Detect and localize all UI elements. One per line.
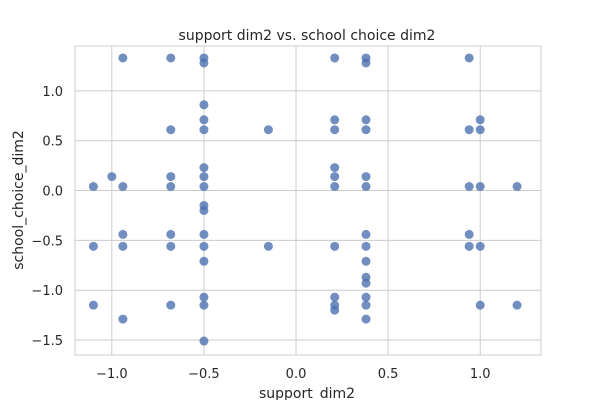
x-tick-labels: −1.0 −0.5 0.0 0.5 1.0 [96, 367, 491, 382]
data-point [199, 125, 209, 135]
plot-frame [74, 45, 542, 356]
data-point [199, 58, 209, 68]
data-point [199, 292, 209, 302]
data-point [464, 182, 474, 192]
data-point [361, 300, 371, 310]
x-axis-label: support_dim2 [259, 386, 355, 400]
data-point [166, 125, 176, 135]
data-point [475, 125, 485, 135]
data-point [199, 163, 209, 173]
data-point [118, 182, 128, 192]
data-point [330, 292, 340, 302]
data-point [330, 125, 340, 135]
y-tick-labels: −1.5 −1.0 −0.5 0.0 0.5 1.0 [31, 85, 63, 349]
data-point [107, 172, 117, 182]
data-point [166, 241, 176, 251]
data-point [512, 182, 522, 192]
x-tick-label: 0.0 [286, 367, 307, 382]
data-point [512, 300, 522, 310]
data-point [330, 53, 340, 63]
data-point [199, 115, 209, 125]
data-point [330, 182, 340, 192]
data-point [475, 241, 485, 251]
y-tick-label: −0.5 [31, 234, 63, 249]
data-point [330, 115, 340, 125]
data-point [330, 305, 340, 315]
data-point [361, 125, 371, 135]
x-tick-label: 0.5 [378, 367, 399, 382]
data-point [88, 241, 98, 251]
y-axis-label: school_choice_dim2 [11, 130, 27, 270]
y-tick-label: 0.0 [42, 185, 63, 200]
data-point [475, 182, 485, 192]
y-tick-label: 0.5 [42, 135, 63, 150]
x-tick-label: −0.5 [188, 367, 220, 382]
data-point [330, 163, 340, 173]
data-point [361, 172, 371, 182]
y-tick-label: −1.5 [31, 334, 63, 349]
grid [75, 46, 541, 355]
data-point [118, 53, 128, 63]
data-point [361, 182, 371, 192]
data-point [199, 182, 209, 192]
data-point [361, 229, 371, 239]
data-point [166, 300, 176, 310]
data-point [330, 241, 340, 251]
data-point [166, 53, 176, 63]
data-point [118, 314, 128, 324]
data-point [199, 300, 209, 310]
data-point [199, 336, 209, 346]
data-point [361, 115, 371, 125]
data-point [199, 229, 209, 239]
data-point [166, 229, 176, 239]
data-point [118, 241, 128, 251]
y-tick-label: 1.0 [42, 85, 63, 100]
data-point [199, 100, 209, 110]
y-tick-label: −1.0 [31, 284, 63, 299]
data-point [361, 292, 371, 302]
data-point [263, 125, 273, 135]
data-point [464, 241, 474, 251]
data-point [361, 241, 371, 251]
data-point [464, 229, 474, 239]
data-point [263, 241, 273, 251]
data-point [475, 300, 485, 310]
scatter-points [88, 53, 522, 346]
data-point [166, 172, 176, 182]
data-point [199, 241, 209, 251]
data-point [166, 182, 176, 192]
data-point [88, 182, 98, 192]
data-point [475, 115, 485, 125]
data-point [118, 229, 128, 239]
data-point [361, 256, 371, 266]
chart-title: support dim2 vs. school choice dim2 [179, 28, 436, 44]
data-point [330, 172, 340, 182]
data-point [199, 256, 209, 266]
data-point [464, 53, 474, 63]
x-tick-label: −1.0 [96, 367, 128, 382]
data-point [361, 58, 371, 68]
data-point [361, 278, 371, 288]
data-point [361, 314, 371, 324]
x-tick-label: 1.0 [470, 367, 491, 382]
data-point [199, 205, 209, 215]
data-point [199, 172, 209, 182]
data-point [88, 300, 98, 310]
data-point [464, 125, 474, 135]
